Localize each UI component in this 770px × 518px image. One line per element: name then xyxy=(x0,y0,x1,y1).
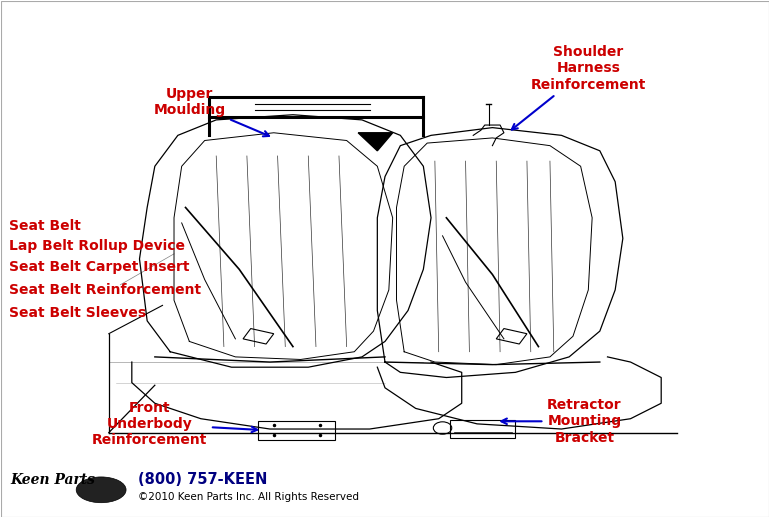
Text: Seat Belt Reinforcement: Seat Belt Reinforcement xyxy=(9,283,201,297)
Ellipse shape xyxy=(76,477,126,502)
Text: Retractor
Mounting
Bracket: Retractor Mounting Bracket xyxy=(501,398,622,444)
Text: Keen Parts: Keen Parts xyxy=(11,472,95,486)
Text: Shoulder
Harness
Reinforcement: Shoulder Harness Reinforcement xyxy=(512,45,646,130)
Text: Seat Belt Carpet Insert: Seat Belt Carpet Insert xyxy=(9,260,189,274)
Polygon shape xyxy=(358,133,393,151)
Text: Front
Underbody
Reinforcement: Front Underbody Reinforcement xyxy=(92,401,257,447)
Text: Upper
Moulding: Upper Moulding xyxy=(153,87,269,136)
Text: Seat Belt Sleeves: Seat Belt Sleeves xyxy=(9,306,146,320)
Text: Lap Belt Rollup Device: Lap Belt Rollup Device xyxy=(9,239,185,253)
Bar xyxy=(259,421,335,440)
Text: (800) 757-KEEN: (800) 757-KEEN xyxy=(138,472,267,487)
Bar xyxy=(450,420,515,438)
Text: Seat Belt: Seat Belt xyxy=(9,219,81,233)
Text: ©2010 Keen Parts Inc. All Rights Reserved: ©2010 Keen Parts Inc. All Rights Reserve… xyxy=(138,492,359,502)
